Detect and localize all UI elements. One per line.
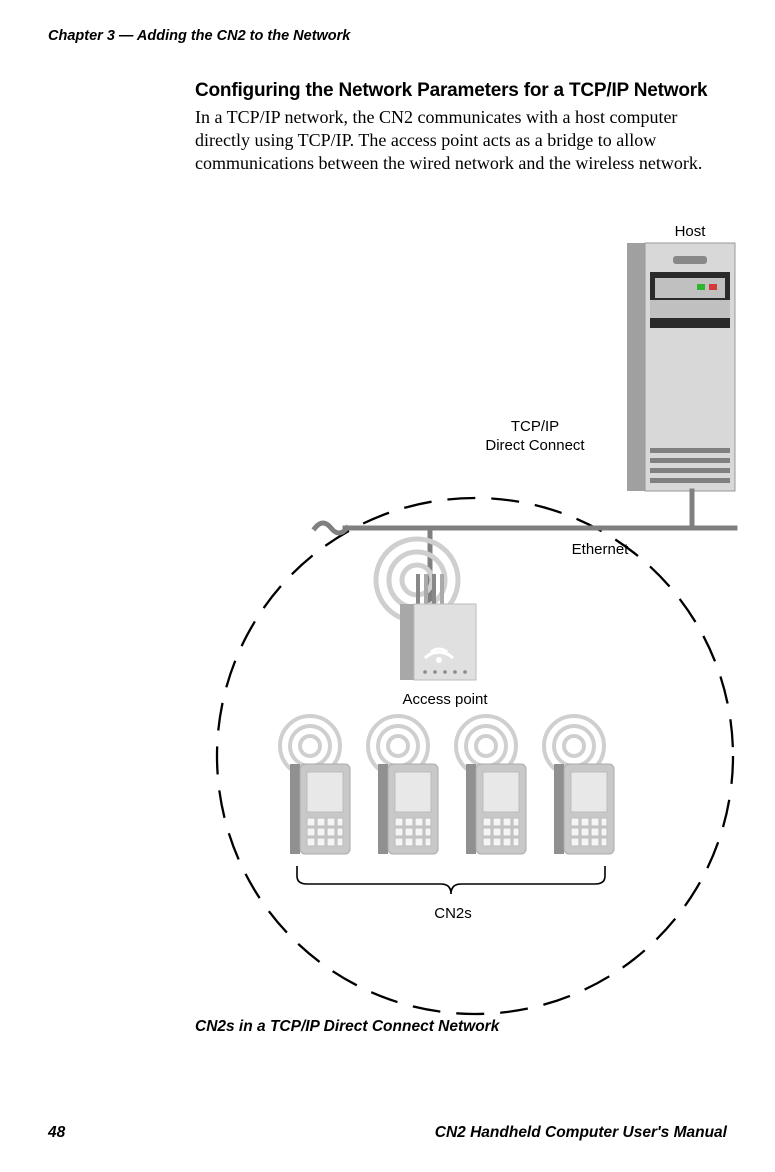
access-point-icon: [400, 574, 476, 680]
underbrace: [297, 866, 605, 894]
access-point-label: Access point: [402, 691, 488, 708]
page-number: 48: [48, 1124, 65, 1142]
host-label: Host: [675, 226, 707, 240]
body-paragraph: In a TCP/IP network, the CN2 communicate…: [195, 106, 715, 175]
host-tower-icon: [627, 243, 735, 491]
section-title: Configuring the Network Parameters for a…: [195, 80, 715, 102]
tcpip-label-line1: TCP/IP: [511, 418, 559, 435]
cn2-device-group: [280, 716, 614, 854]
tcpip-label-line2: Direct Connect: [485, 437, 585, 454]
figure-caption: CN2s in a TCP/IP Direct Connect Network: [195, 1018, 499, 1036]
network-diagram: Host TCP/IP Direct Connect Ethernet: [195, 226, 755, 1016]
section-content: Configuring the Network Parameters for a…: [195, 80, 715, 175]
ethernet-bus: [315, 491, 735, 626]
ethernet-label: Ethernet: [572, 541, 630, 558]
devices-label: CN2s: [434, 905, 472, 922]
running-header: Chapter 3 — Adding the CN2 to the Networ…: [48, 28, 350, 44]
footer-title: CN2 Handheld Computer User's Manual: [435, 1124, 727, 1142]
